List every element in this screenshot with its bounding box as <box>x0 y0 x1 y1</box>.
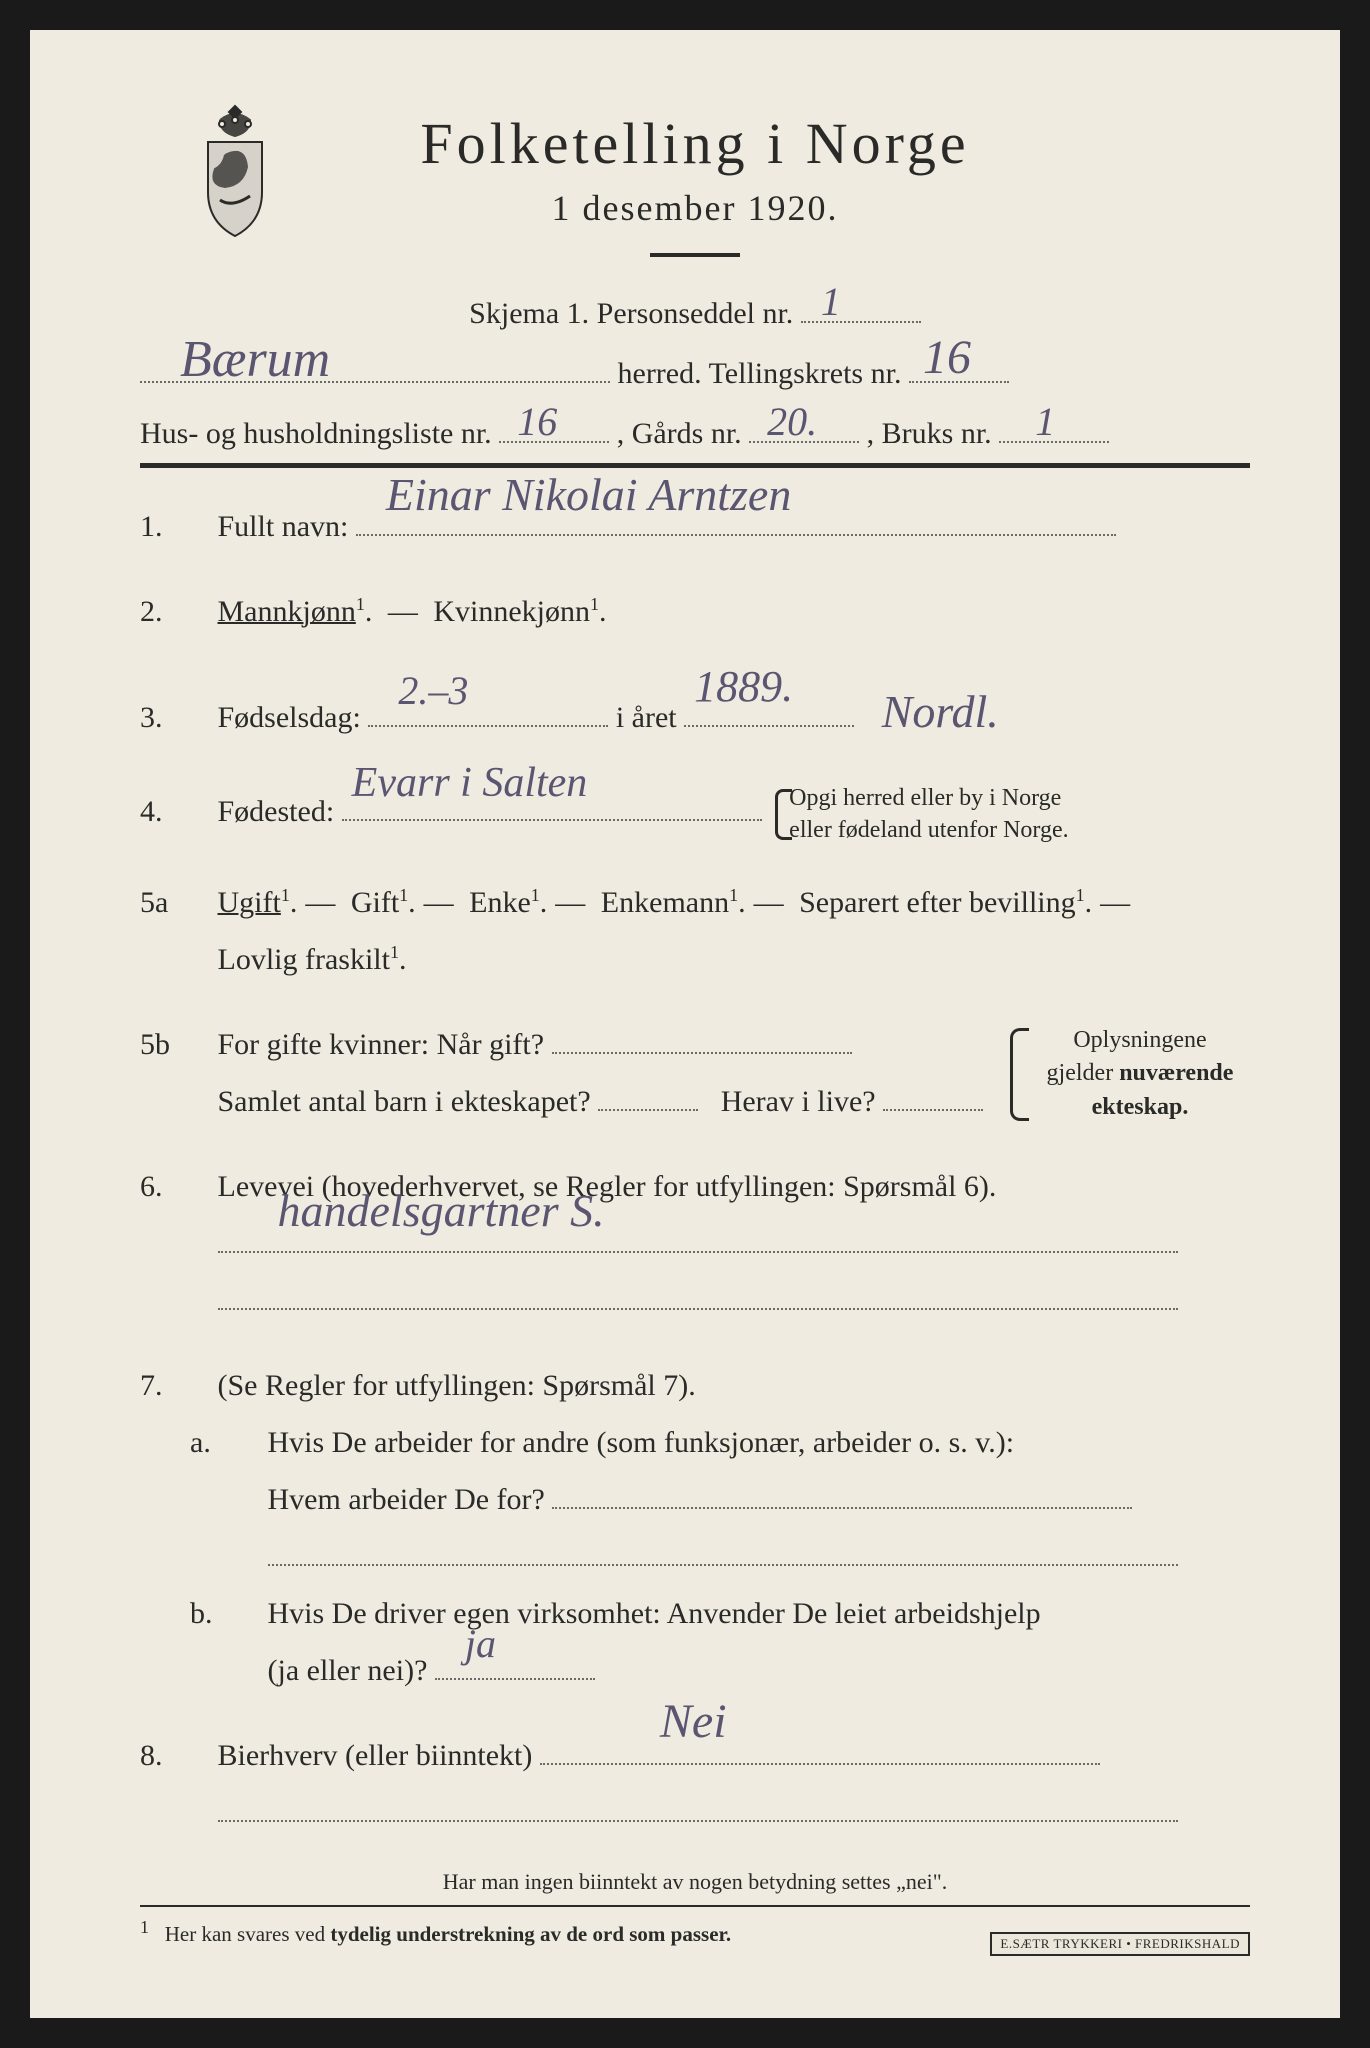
q7-num: 7. <box>140 1357 210 1414</box>
meta-line-2: Bærum herred. Tellingskrets nr. 16 <box>140 345 1250 391</box>
page-frame: Folketelling i Norge 1 desember 1920. Sk… <box>0 0 1370 2048</box>
q3-year: 1889. <box>694 645 793 729</box>
q4-label: Fødested: <box>218 795 335 828</box>
q3-num: 3. <box>140 689 210 746</box>
q7b-l2: (ja eller nei)? <box>268 1654 428 1687</box>
personseddel-nr: 1 <box>821 278 841 325</box>
q4-num: 4. <box>140 783 210 840</box>
q5b-note: Oplysningene gjelder nuværende ekteskap. <box>1030 1024 1250 1125</box>
q2-row: 2. Mannkjønn1. — Kvinnekjønn1. <box>140 583 1250 640</box>
census-form: Folketelling i Norge 1 desember 1920. Sk… <box>30 30 1340 2018</box>
q1-row: 1. Fullt navn: Einar Nikolai Arntzen <box>140 498 1250 555</box>
q5a-ugift: Ugift <box>218 886 281 919</box>
q3-label-a: Fødselsdag: <box>218 701 361 734</box>
skjema-label: Skjema 1. Personseddel nr. <box>469 297 793 330</box>
q3-extra: Nordl. <box>882 686 999 737</box>
q7-row: 7. (Se Regler for utfyllingen: Spørsmål … <box>140 1357 1250 1699</box>
bruks-label: , Bruks nr. <box>867 417 992 450</box>
q5b-label-c: Herav i live? <box>721 1085 876 1118</box>
q7b-l1: Hvis De driver egen virksomhet: Anvender… <box>268 1597 1041 1630</box>
q3-day: 2.–3 <box>398 653 468 729</box>
q3-row: 3. Fødselsdag: 2.–3 i året 1889. Nordl. <box>140 668 1250 755</box>
q8-label: Bierhverv (eller biinntekt) <box>218 1739 533 1772</box>
gards-nr: 20. <box>767 398 817 445</box>
q5b-num: 5b <box>140 1016 210 1073</box>
herred-value: Bærum <box>180 330 330 389</box>
q4-note: Opgi herred eller by i Norge eller fødel… <box>789 783 1139 845</box>
header: Folketelling i Norge 1 desember 1920. Sk… <box>140 110 1250 468</box>
meta-line-3: Hus- og husholdningsliste nr. 16 , Gårds… <box>140 405 1250 451</box>
q5a-num: 5a <box>140 874 210 931</box>
footnote-rule <box>140 1905 1250 1907</box>
q7a-l1: Hvis De arbeider for andre (som funksjon… <box>268 1426 1015 1459</box>
title-rule <box>650 253 740 257</box>
q5a-enkemann: Enkemann <box>601 886 729 919</box>
q5a-fraskilt: Lovlig fraskilt <box>218 943 390 976</box>
hushold-nr: 16 <box>517 398 557 445</box>
title-block: Folketelling i Norge 1 desember 1920. <box>140 110 1250 257</box>
q5b-label-a: For gifte kvinner: Når gift? <box>218 1028 545 1061</box>
q7b-value: ja <box>465 1606 496 1682</box>
q3-label-b: i året <box>616 701 677 734</box>
q6-value: handelsgartner S. <box>278 1167 605 1254</box>
q6-row: 6. Levevei (hovederhvervet, se Regler fo… <box>140 1158 1250 1329</box>
q5a-enke: Enke <box>469 886 531 919</box>
herred-label: herred. Tellingskrets nr. <box>618 357 902 390</box>
main-title: Folketelling i Norge <box>140 110 1250 177</box>
q8-row: 8. Bierhverv (eller biinntekt) Nei <box>140 1727 1250 1841</box>
meta-line-1: Skjema 1. Personseddel nr. 1 <box>140 285 1250 331</box>
q2-kvinne: Kvinnekjønn <box>433 595 590 628</box>
gards-label: , Gårds nr. <box>617 417 742 450</box>
q5a-separert: Separert efter bevilling <box>799 886 1076 919</box>
footer-caption: Har man ingen biinntekt av nogen betydni… <box>140 1869 1250 1895</box>
printer-mark: E.SÆTR TRYKKERI • FREDRIKSHALD <box>990 1932 1250 1956</box>
tellingskrets-nr: 16 <box>923 330 971 385</box>
hushold-label: Hus- og husholdningsliste nr. <box>140 417 492 450</box>
q7a-num: a. <box>140 1414 260 1471</box>
q4-value: Evarr i Salten <box>352 744 588 824</box>
q8-value: Nei <box>660 1676 727 1767</box>
q4-row: 4. Fødested: Evarr i Salten Opgi herred … <box>140 783 1250 845</box>
q7-label: (Se Regler for utfyllingen: Spørsmål 7). <box>218 1369 696 1402</box>
q5b-label-b: Samlet antal barn i ekteskapet? <box>218 1085 591 1118</box>
q2-mann: Mannkjønn <box>218 595 356 628</box>
subtitle: 1 desember 1920. <box>140 187 1250 229</box>
q5b-row: 5b For gifte kvinner: Når gift? Samlet a… <box>140 1016 1250 1130</box>
q8-num: 8. <box>140 1727 210 1784</box>
q1-label: Fullt navn: <box>218 510 349 543</box>
q2-num: 2. <box>140 583 210 640</box>
q1-value: Einar Nikolai Arntzen <box>386 451 792 538</box>
q7b-num: b. <box>140 1585 260 1642</box>
bruks-nr: 1 <box>1035 398 1055 445</box>
coat-of-arms-icon <box>180 100 290 250</box>
q1-num: 1. <box>140 498 210 555</box>
q5a-row: 5a Ugift1.— Gift1.— Enke1.— Enkemann1.— … <box>140 874 1250 988</box>
q5a-gift: Gift <box>351 886 399 919</box>
q7a-l2: Hvem arbeider De for? <box>268 1483 545 1516</box>
q6-num: 6. <box>140 1158 210 1215</box>
